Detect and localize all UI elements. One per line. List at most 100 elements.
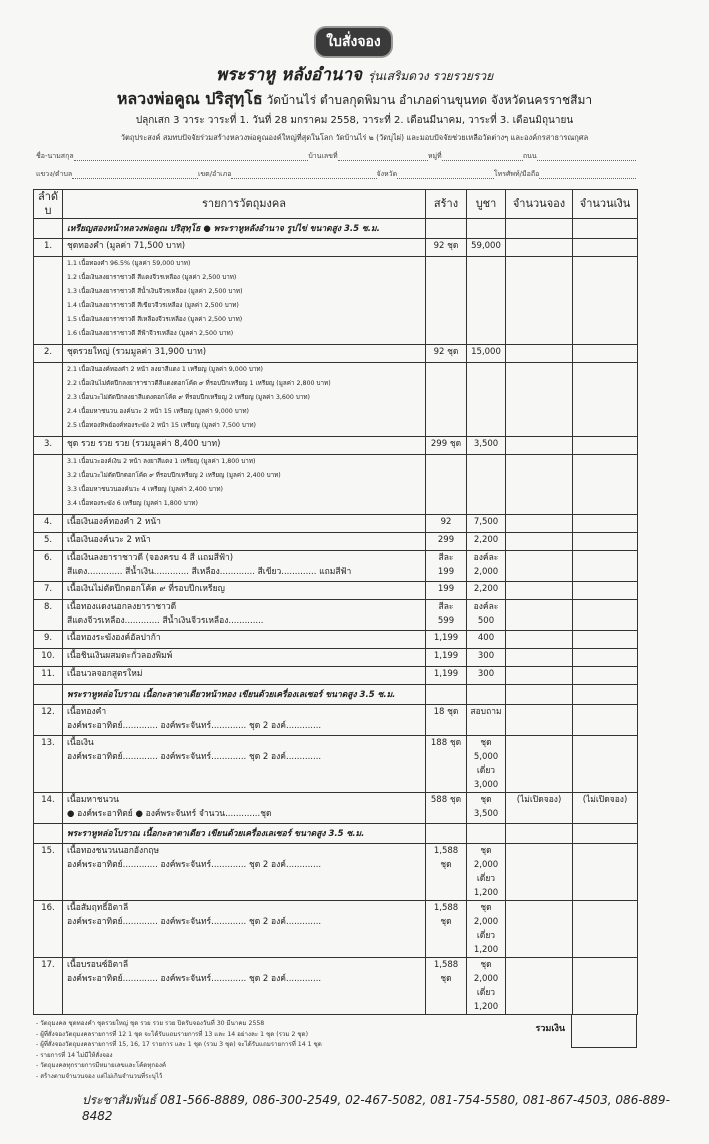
reserve-quantity-cell[interactable] xyxy=(505,735,573,793)
amount-cell[interactable] xyxy=(572,238,638,257)
item-number: 1. xyxy=(33,238,63,257)
reserve-quantity-cell[interactable] xyxy=(505,648,573,667)
amount-cell[interactable] xyxy=(572,550,638,582)
item-number xyxy=(33,684,63,705)
item-row: 6. เนื้อเงินลงยาราชาวดี (จองครบ 4 สี แถมส… xyxy=(33,550,638,582)
amount-cell[interactable] xyxy=(572,900,638,958)
item-row: 14. เนื้อมหาชนวน ● องค์พระอาทิตย์ ● องค์พร… xyxy=(33,792,638,824)
district-field[interactable] xyxy=(231,170,377,179)
price: 400 xyxy=(466,630,506,649)
ceremony-dates: ปลุกเสก 3 วาระ วาระที่ 1. วันที่ 28 มกรา… xyxy=(135,115,574,126)
reserve-quantity-cell[interactable] xyxy=(505,684,573,705)
item-row: 17. เนื้อบรอนซ์อิตาลี องค์พระอาทิตย์......… xyxy=(33,957,638,1015)
item-number: 16. xyxy=(33,900,63,958)
reserve-quantity-cell[interactable] xyxy=(505,843,573,901)
col-amount: จำนวนเงิน xyxy=(572,189,638,219)
item-number: 9. xyxy=(33,630,63,649)
item-description-line: พระราหูหล่อโบราณ เนื้อกะลาตาเดียว เขียนด… xyxy=(67,829,365,839)
reserve-quantity-cell[interactable] xyxy=(505,344,573,363)
amount-cell[interactable] xyxy=(572,666,638,685)
item-number: 3. xyxy=(33,436,63,455)
created-quantity-line: สีละ xyxy=(438,553,454,563)
item-row: 13. เนื้อเงิน องค์พระอาทิตย์............. … xyxy=(33,735,638,793)
price: องค์ละ 2,000 xyxy=(466,550,506,582)
amount-cell[interactable] xyxy=(572,581,638,600)
reserve-quantity-cell[interactable] xyxy=(505,581,573,600)
amount-cell[interactable] xyxy=(572,454,638,515)
amount-cell[interactable] xyxy=(572,843,638,901)
reserve-quantity-cell[interactable] xyxy=(505,900,573,958)
reserve-quantity-cell[interactable] xyxy=(505,238,573,257)
amount-cell[interactable] xyxy=(572,704,638,736)
amount-cell[interactable] xyxy=(572,532,638,551)
amount-cell[interactable] xyxy=(572,436,638,455)
price: 59,000 xyxy=(466,238,506,257)
amount-cell[interactable] xyxy=(572,344,638,363)
price: 300 xyxy=(466,648,506,667)
col-no: ลำดับ xyxy=(33,189,63,219)
item-row: 15. เนื้อทองชนวนนอกอังกฤษ องค์พระอาทิตย์..… xyxy=(33,843,638,901)
item-description: เนื้อสัมฤทธิ์อิตาลี องค์พระอาทิตย์.......… xyxy=(62,900,426,958)
amount-cell[interactable] xyxy=(572,218,638,239)
item-row: 5. เนื้อเงินองค์นวะ 2 หน้า 299 2,200 xyxy=(33,532,638,551)
moo-field[interactable] xyxy=(441,152,523,161)
created-quantity: 1,588 ชุด xyxy=(425,957,467,1015)
reserve-quantity-cell[interactable] xyxy=(505,630,573,649)
reserve-quantity-cell[interactable] xyxy=(505,704,573,736)
province-label: จังหวัด xyxy=(376,170,398,178)
amount-cell[interactable] xyxy=(572,599,638,631)
item-description-line: เนื้อทองชนวนนอกอังกฤษ xyxy=(67,846,160,856)
item-number: 13. xyxy=(33,735,63,793)
item-row: 7. เนื้อเงินไม่ตัดปีกตอกโค้ด ๙ ที่รอบปีกเ… xyxy=(33,581,638,600)
total-amount-field[interactable] xyxy=(571,1015,637,1048)
reserve-quantity-cell[interactable] xyxy=(505,823,573,844)
item-description: เหรียญสองหน้าหลวงพ่อคูณ ปริสุทฺโธ ● พระร… xyxy=(62,218,426,239)
document-title: พระราหู หลังอำนาจ รุ่นเสริมดวง รวยรวยรวย xyxy=(33,64,676,87)
amount-cell[interactable] xyxy=(572,684,638,705)
amount-cell[interactable] xyxy=(572,256,638,345)
reserve-quantity-cell[interactable] xyxy=(505,514,573,533)
price: ชุด 2,000 เดี่ยว 1,200 xyxy=(466,957,506,1015)
reserve-quantity-cell[interactable] xyxy=(505,218,573,239)
road-field[interactable] xyxy=(536,152,636,161)
item-row: 8. เนื้อทองแดงนอกลงยาราชาวดี สีแดงจีวรเหลื… xyxy=(33,599,638,631)
name-label: ชื่อ-นามสกุล xyxy=(36,152,74,160)
reserve-quantity-cell[interactable] xyxy=(505,550,573,582)
amount-cell[interactable]: (ไม่เปิดจอง) xyxy=(572,792,638,824)
name-field[interactable] xyxy=(73,152,309,161)
item-description: เนื้อเงินลงยาราชาวดี (จองครบ 4 สี แถมสีฟ… xyxy=(62,550,426,582)
reserve-quantity-cell[interactable] xyxy=(505,436,573,455)
reserve-quantity-cell[interactable] xyxy=(505,256,573,345)
created-quantity-line: สีละ xyxy=(438,602,454,612)
reserve-quantity-cell[interactable] xyxy=(505,532,573,551)
amount-cell[interactable] xyxy=(572,823,638,844)
reserve-quantity-cell[interactable] xyxy=(505,599,573,631)
item-description-line: เนื้อเงิน xyxy=(67,738,94,748)
reserve-quantity-cell[interactable] xyxy=(505,362,573,437)
reserve-quantity-cell[interactable] xyxy=(505,957,573,1015)
road-label: ถนน xyxy=(522,152,537,160)
reserve-quantity-cell[interactable]: (ไม่เปิดจอง) xyxy=(505,792,573,824)
amount-cell[interactable] xyxy=(572,648,638,667)
item-description-line: เนื้อสัมฤทธิ์อิตาลี xyxy=(67,903,129,913)
item-description-line: 3.2 เนื้อนวะไม่ตัดปีกตอกโค้ด ๙ ที่รอบปีก… xyxy=(67,472,281,479)
amount-cell[interactable] xyxy=(572,735,638,793)
item-description: เนื้อทองระฆังองค์อัลปาก้า xyxy=(62,630,426,649)
reserve-quantity-cell[interactable] xyxy=(505,666,573,685)
col-price: บูชา xyxy=(466,189,506,219)
phone-field[interactable] xyxy=(539,170,636,179)
province-field[interactable] xyxy=(397,170,494,179)
price: สอบถาม xyxy=(466,704,506,736)
item-number xyxy=(33,362,63,437)
amount-cell[interactable] xyxy=(572,957,638,1015)
amount-cell[interactable] xyxy=(572,514,638,533)
item-description-line: เนื้อเงินองค์ทองคำ 2 หน้า xyxy=(67,517,161,527)
reserve-quantity-cell[interactable] xyxy=(505,454,573,515)
item-description-line: 3.4 เนื้อทองระฆัง 6 เหรียญ (มูลค่า 1,800… xyxy=(67,500,198,507)
house-no-field[interactable] xyxy=(337,152,428,161)
price-line: องค์ละ xyxy=(473,602,499,612)
subdistrict-field[interactable] xyxy=(72,170,198,179)
amount-cell[interactable] xyxy=(572,630,638,649)
amount-cell[interactable] xyxy=(572,362,638,437)
